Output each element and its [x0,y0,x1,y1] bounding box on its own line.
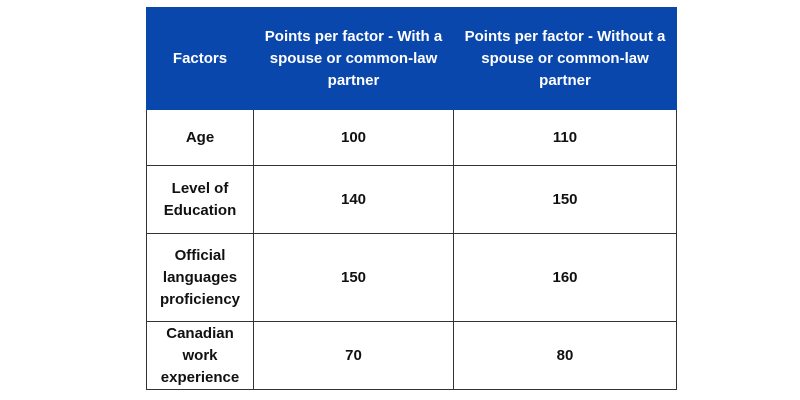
table-row: Level of Education 140 150 [146,165,677,234]
without-spouse-cell: 160 [453,233,677,322]
table-row: Official languages proficiency 150 160 [146,233,677,322]
header-row: Factors Points per factor - With a spous… [146,7,677,110]
table-row: Canadian work experience 70 80 [146,321,677,390]
header-with-spouse: Points per factor - With a spouse or com… [253,7,454,110]
with-spouse-cell: 150 [253,233,454,322]
table-row: Age 100 110 [146,109,677,166]
table-header: Factors Points per factor - With a spous… [146,7,677,110]
factor-cell: Official languages proficiency [146,233,254,322]
without-spouse-cell: 80 [453,321,677,390]
factor-cell: Age [146,109,254,166]
without-spouse-cell: 110 [453,109,677,166]
table-body: Age 100 110 Level of Education 140 150 O… [146,109,677,390]
with-spouse-cell: 100 [253,109,454,166]
factor-cell: Level of Education [146,165,254,234]
with-spouse-cell: 70 [253,321,454,390]
header-factors: Factors [146,7,254,110]
points-table: Factors Points per factor - With a spous… [146,7,677,390]
factor-cell: Canadian work experience [146,321,254,390]
with-spouse-cell: 140 [253,165,454,234]
without-spouse-cell: 150 [453,165,677,234]
header-without-spouse: Points per factor - Without a spouse or … [453,7,677,110]
